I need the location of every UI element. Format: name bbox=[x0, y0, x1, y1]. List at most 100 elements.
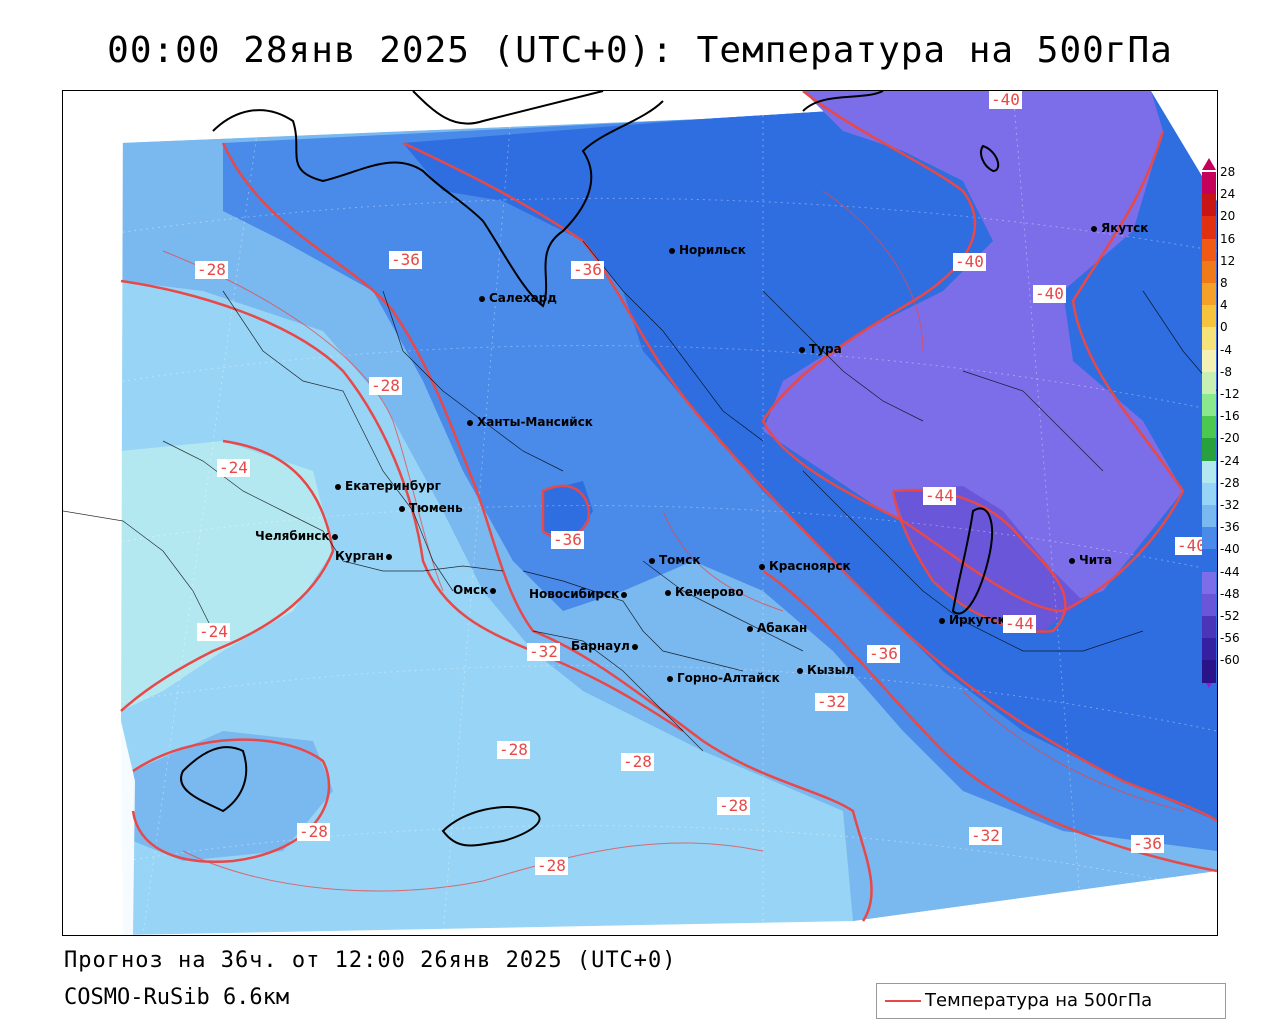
contour-label: -28 bbox=[717, 796, 750, 815]
map-area: Норильск Салехард Тура Якутск Ханты-Манс… bbox=[62, 90, 1218, 936]
contour-label: -40 bbox=[1033, 284, 1066, 303]
color-bar-tick-label: 24 bbox=[1220, 187, 1236, 202]
color-bar-swatch bbox=[1202, 593, 1216, 617]
legend-label: Температура на 500гПа bbox=[925, 990, 1153, 1011]
color-bar-swatch bbox=[1202, 482, 1216, 506]
city-label: Кызыл bbox=[797, 663, 854, 677]
contour-label: -44 bbox=[923, 486, 956, 505]
color-bar-tick-label: -8 bbox=[1220, 364, 1232, 379]
color-bar-swatch bbox=[1202, 283, 1216, 306]
city-marker-icon bbox=[939, 617, 945, 624]
contour-label: -28 bbox=[535, 856, 568, 875]
color-bar-tick-label: 16 bbox=[1220, 231, 1236, 246]
model-info: COSMO-RuSib 6.6км bbox=[64, 985, 290, 1010]
map-title: 00:00 28янв 2025 (UTC+0): Температура на… bbox=[107, 30, 1173, 71]
color-bar-swatch bbox=[1202, 327, 1216, 351]
color-bar-tick-label: -36 bbox=[1220, 520, 1240, 535]
band-minus-36-spot bbox=[543, 481, 593, 541]
isotherm-lines bbox=[120, 91, 1217, 922]
city-label: Тюмень bbox=[399, 501, 463, 515]
contour-label: -40 bbox=[989, 90, 1022, 109]
color-bar-swatch bbox=[1202, 349, 1216, 373]
coastlines bbox=[180, 91, 1000, 847]
contour-label: -36 bbox=[571, 260, 604, 279]
contour-label: -28 bbox=[369, 376, 402, 395]
color-bar-tick-label: -20 bbox=[1220, 431, 1240, 446]
admin-borders bbox=[63, 240, 1217, 752]
city-marker-icon bbox=[399, 505, 405, 512]
contour-label: -32 bbox=[969, 826, 1002, 845]
color-bar-tick-label: -52 bbox=[1220, 609, 1240, 623]
contour-label: -40 bbox=[953, 252, 986, 271]
color-bar: 28 24 20 16 12 8 4 0 -4 -8 -12 -16 -20 -24 -28 -32 -36 -4… bbox=[1200, 158, 1270, 690]
color-bar-swatch bbox=[1202, 571, 1216, 595]
city-marker-icon bbox=[479, 295, 485, 302]
color-bar-tick-label: 0 bbox=[1220, 320, 1228, 335]
contour-label: -28 bbox=[621, 752, 654, 771]
contour-label: -36 bbox=[867, 644, 900, 663]
color-bar-tick-label: 28 bbox=[1220, 165, 1236, 179]
forecast-info: Прогноз на 36ч. от 12:00 26янв 2025 (UTC… bbox=[64, 948, 677, 973]
city-label: Иркутск bbox=[939, 613, 1006, 627]
color-bar-tick-label: -24 bbox=[1220, 453, 1240, 468]
city-marker-icon bbox=[335, 483, 341, 490]
city-label: Норильск bbox=[669, 243, 746, 257]
color-bar-swatch bbox=[1202, 460, 1216, 484]
color-bar-swatch bbox=[1202, 438, 1216, 462]
color-bar-swatch bbox=[1202, 638, 1216, 661]
color-bar-swatch bbox=[1202, 194, 1216, 217]
color-bar-swatch bbox=[1202, 527, 1216, 550]
city-label: Ханты-Мансийск bbox=[467, 415, 593, 429]
city-label: Курган bbox=[335, 549, 392, 563]
city-label: Тура bbox=[799, 342, 842, 356]
color-bar-swatch bbox=[1202, 549, 1216, 573]
color-bar-swatch bbox=[1202, 172, 1216, 195]
city-label: Омск bbox=[453, 583, 497, 597]
city-label: Новосибирск bbox=[529, 587, 628, 601]
contour-label: -32 bbox=[527, 642, 560, 661]
city-label: Челябинск bbox=[255, 529, 338, 543]
color-bar-swatch bbox=[1202, 371, 1216, 395]
city-marker-icon bbox=[1069, 557, 1075, 564]
contour-label: -36 bbox=[389, 250, 422, 269]
contour-label: -32 bbox=[815, 692, 848, 711]
city-marker-icon bbox=[621, 591, 628, 598]
color-bar-swatch bbox=[1202, 216, 1216, 240]
color-bar-tick-label: -44 bbox=[1220, 564, 1240, 579]
color-bar-tick-label: -4 bbox=[1220, 342, 1232, 357]
contour-label: -36 bbox=[1131, 834, 1164, 853]
contour-label: -40 bbox=[1175, 536, 1208, 555]
city-marker-icon bbox=[385, 553, 392, 560]
city-label: Барнаул bbox=[571, 639, 638, 653]
band-minus-28b bbox=[133, 731, 333, 861]
city-marker-icon bbox=[665, 589, 671, 596]
color-bar-swatch bbox=[1202, 616, 1216, 639]
contour-label: -28 bbox=[497, 740, 530, 759]
city-marker-icon bbox=[759, 563, 765, 570]
color-bar-tick-label: -16 bbox=[1220, 409, 1240, 424]
city-marker-icon bbox=[799, 346, 805, 353]
color-bar-tick-label: 8 bbox=[1220, 276, 1228, 290]
legend-box: Температура на 500гПа bbox=[876, 983, 1226, 1019]
city-marker-icon bbox=[490, 587, 497, 594]
color-bar-swatch bbox=[1202, 505, 1216, 528]
city-label: Томск bbox=[649, 553, 701, 567]
color-bar-tick-label: -40 bbox=[1220, 542, 1240, 557]
contour-label: -24 bbox=[197, 622, 230, 641]
color-bar-tick-label: -60 bbox=[1220, 653, 1240, 668]
temperature-field bbox=[63, 91, 1217, 935]
color-bar-tick-label: -48 bbox=[1220, 586, 1240, 601]
city-marker-icon bbox=[649, 557, 655, 564]
city-label: Кемерово bbox=[665, 585, 744, 599]
color-bar-tick-label: 20 bbox=[1220, 209, 1236, 224]
city-label: Салехард bbox=[479, 291, 557, 305]
color-bar-tick-label: -12 bbox=[1220, 387, 1240, 401]
color-bar-swatch bbox=[1202, 305, 1216, 328]
city-label: Горно-Алтайск bbox=[667, 671, 780, 685]
city-marker-icon bbox=[467, 419, 473, 426]
color-bar-swatch bbox=[1202, 238, 1216, 262]
color-bar-swatch bbox=[1202, 416, 1216, 439]
city-marker-icon bbox=[331, 533, 338, 540]
contour-label: -36 bbox=[551, 530, 584, 549]
contour-label: -28 bbox=[195, 260, 228, 279]
